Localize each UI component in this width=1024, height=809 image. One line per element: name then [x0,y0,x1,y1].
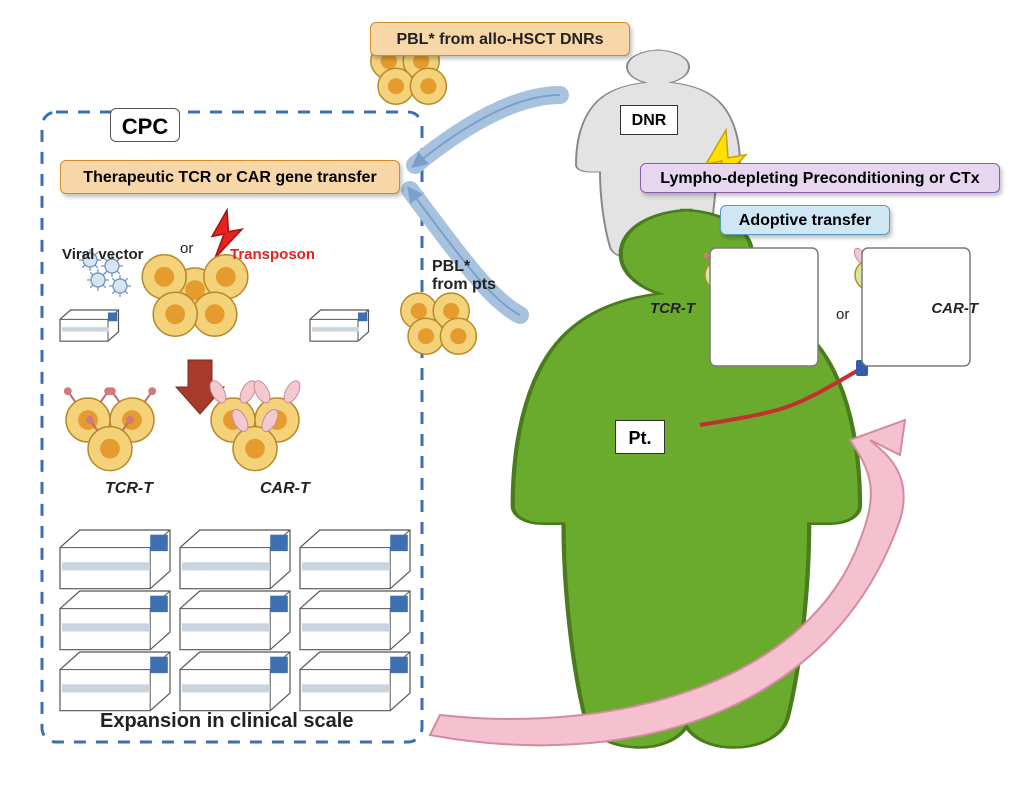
cell-icon [193,292,237,336]
dnr-label: DNR [632,112,667,129]
dnr-box: DNR [620,105,678,135]
culture-tray-icon [60,652,170,711]
cpc-title: CPC [122,114,168,139]
pt-label: Pt. [628,428,651,448]
diagram-canvas: CPC PBL* from allo-HSCT DNRs DNR Therape… [0,0,1024,809]
pt-box: Pt. [615,420,665,454]
therapeutic-box: Therapeutic TCR or CAR gene transfer [60,160,400,194]
culture-tray-icon [60,530,170,589]
virus-icon [109,275,131,297]
culture-tray-icon [60,310,119,341]
therapeutic-label: Therapeutic TCR or CAR gene transfer [83,169,376,186]
transposon-label: Transposon [230,246,315,263]
cart-right-label: CAR-T [931,300,978,317]
cell-icon [440,318,476,354]
precond-label: Lympho-depleting Preconditioning or CTx [660,170,979,187]
product-box [710,248,818,366]
viral-label: Viral vector [62,246,143,263]
adoptive-label: Adoptive transfer [739,212,871,229]
cpc-title-box: CPC [110,108,180,142]
culture-tray-icon [180,652,290,711]
adoptive-box: Adoptive transfer [720,205,890,235]
expansion-label: Expansion in clinical scale [100,710,353,733]
culture-tray-icon [300,652,410,711]
cell-icon [410,68,446,104]
virus-icon [87,269,109,291]
pbl-pts-label: PBL* from pts [432,258,520,306]
pbl-dnr-box: PBL* from allo-HSCT DNRs [370,22,630,56]
cart-label: CAR-T [260,480,310,498]
culture-tray-icon [180,530,290,589]
pbl-dnr-label: PBL* from allo-HSCT DNRs [396,31,603,48]
cell-icon [408,318,444,354]
tcrt-label: TCR-T [105,480,153,498]
cell-icon [153,292,197,336]
culture-tray-icon [180,591,290,650]
or-small-label: or [180,240,193,257]
culture-tray-icon [310,310,369,341]
precond-box: Lympho-depleting Preconditioning or CTx [640,163,1000,193]
culture-tray-icon [60,591,170,650]
culture-tray-icon [300,530,410,589]
culture-tray-icon [300,591,410,650]
tcrt-right-label: TCR-T [650,300,695,317]
or-right-label: or [836,306,849,323]
cell-icon [378,68,414,104]
